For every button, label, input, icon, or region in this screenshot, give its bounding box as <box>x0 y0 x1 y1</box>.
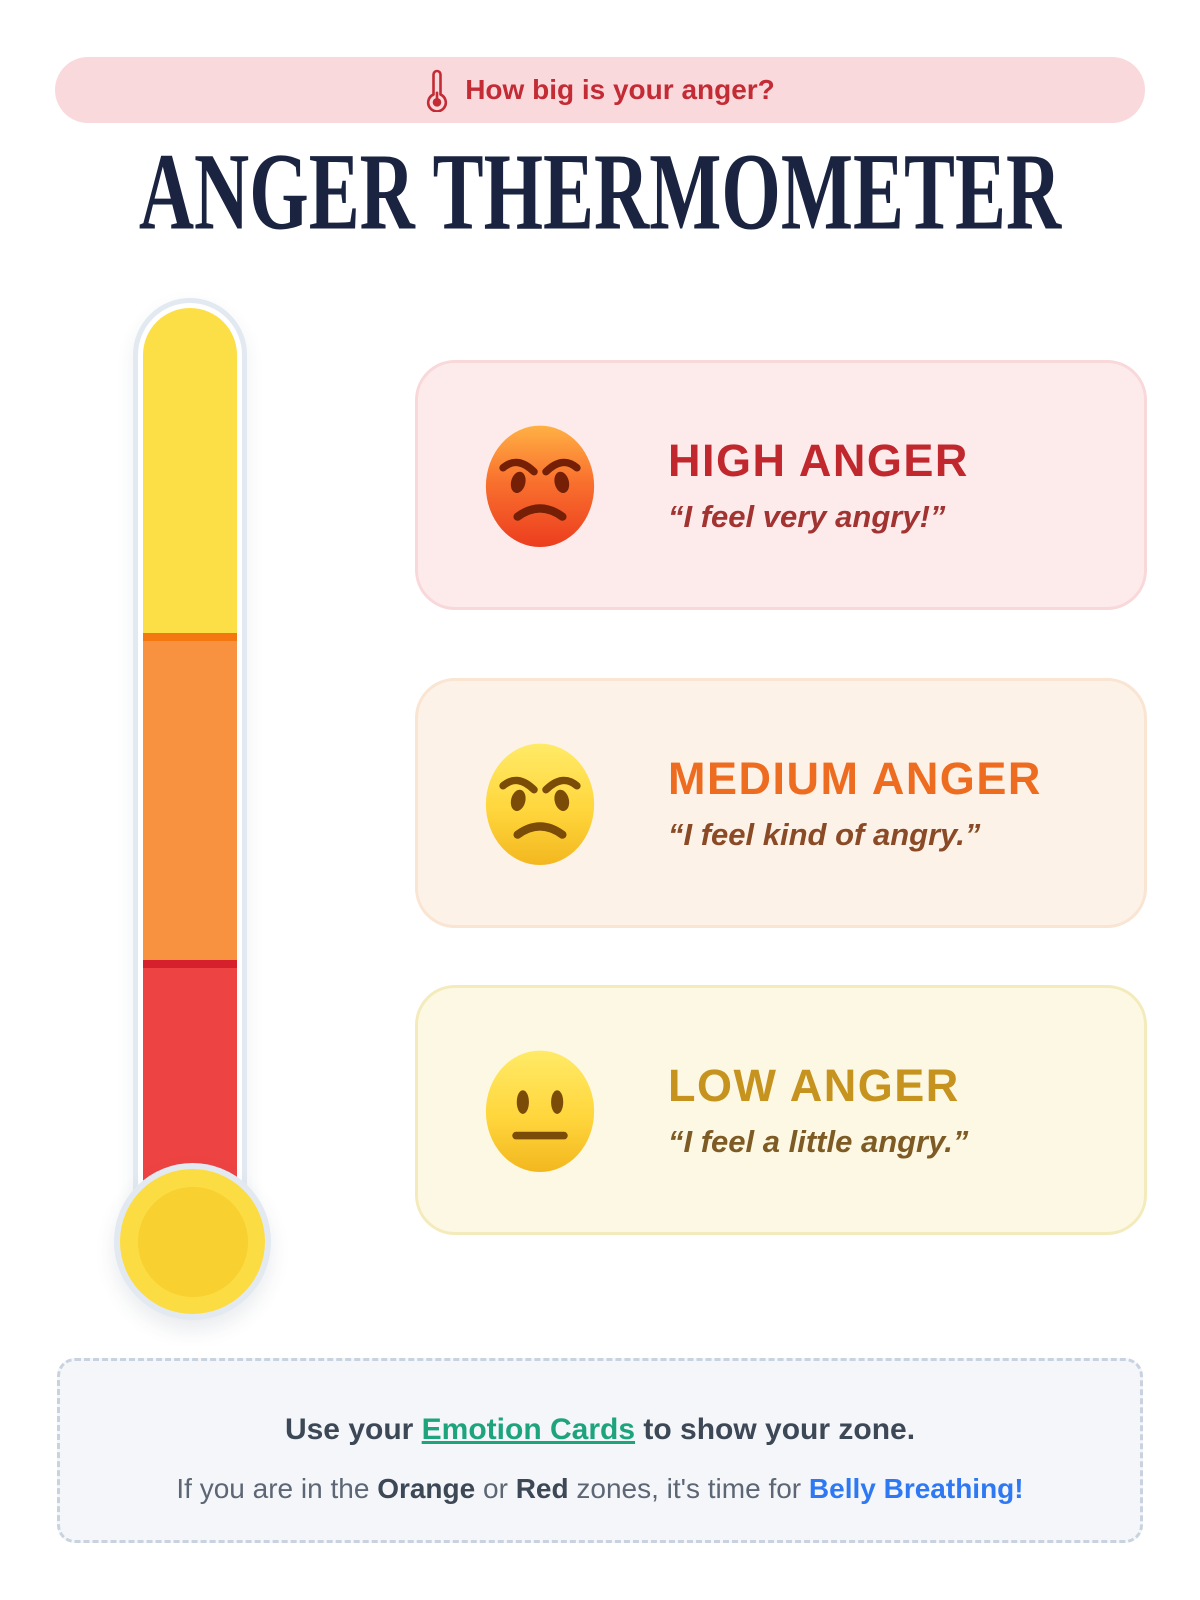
orange-zone-divider <box>143 633 237 641</box>
thermometer-icon <box>427 69 448 112</box>
instruction-line-1-suffix: to show your zone. <box>635 1413 916 1446</box>
orange-zone-label: Orange <box>377 1473 476 1504</box>
question-banner: How big is your anger? <box>55 57 1145 123</box>
card-title: MEDIUM ANGER <box>668 753 1042 804</box>
card-low-anger: LOW ANGER “I feel a little angry.” <box>415 985 1147 1235</box>
instruction-line-2: If you are in the Orange or Red zones, i… <box>60 1473 1140 1505</box>
card-text: MEDIUM ANGER “I feel kind of angry.” <box>668 753 1042 853</box>
instruction-line-2-p1: If you are in the <box>176 1473 378 1504</box>
neutral-face-emoji <box>485 1050 595 1173</box>
emotion-cards-link[interactable]: Emotion Cards <box>421 1413 636 1446</box>
instruction-line-2-p3: zones, it's time for <box>568 1473 809 1504</box>
belly-breathing-link[interactable]: Belly Breathing! <box>808 1473 1024 1504</box>
card-medium-anger: MEDIUM ANGER “I feel kind of angry.” <box>415 678 1147 928</box>
thermometer-bulb <box>114 1163 271 1320</box>
red-zone-label: Red <box>515 1473 569 1504</box>
red-zone-divider <box>143 960 237 968</box>
instruction-line-1: Use your Emotion Cards to show your zone… <box>60 1413 1140 1447</box>
card-text: LOW ANGER “I feel a little angry.” <box>668 1060 968 1160</box>
thermometer-fill <box>143 308 237 1208</box>
card-quote: “I feel a little angry.” <box>668 1124 969 1159</box>
enraged-face-emoji <box>485 425 595 548</box>
card-quote: “I feel very angry!” <box>668 499 946 534</box>
page-title: ANGER THERMOMETER <box>138 132 1062 254</box>
instruction-line-2-p2: or <box>475 1473 516 1504</box>
instruction-line-1-prefix: Use your <box>284 1413 422 1446</box>
thermometer-bulb-inner <box>137 1186 248 1297</box>
footer-instructions: Use your Emotion Cards to show your zone… <box>57 1358 1143 1543</box>
yellow-zone <box>143 308 237 633</box>
banner-label: How big is your anger? <box>465 74 775 105</box>
card-quote: “I feel kind of angry.” <box>668 817 981 852</box>
card-text: HIGH ANGER “I feel very angry!” <box>668 435 969 535</box>
card-title: LOW ANGER <box>668 1060 960 1111</box>
card-title: HIGH ANGER <box>668 435 969 486</box>
card-high-anger: HIGH ANGER “I feel very angry!” <box>415 360 1147 610</box>
angry-face-emoji <box>485 743 595 866</box>
orange-zone <box>143 641 237 960</box>
